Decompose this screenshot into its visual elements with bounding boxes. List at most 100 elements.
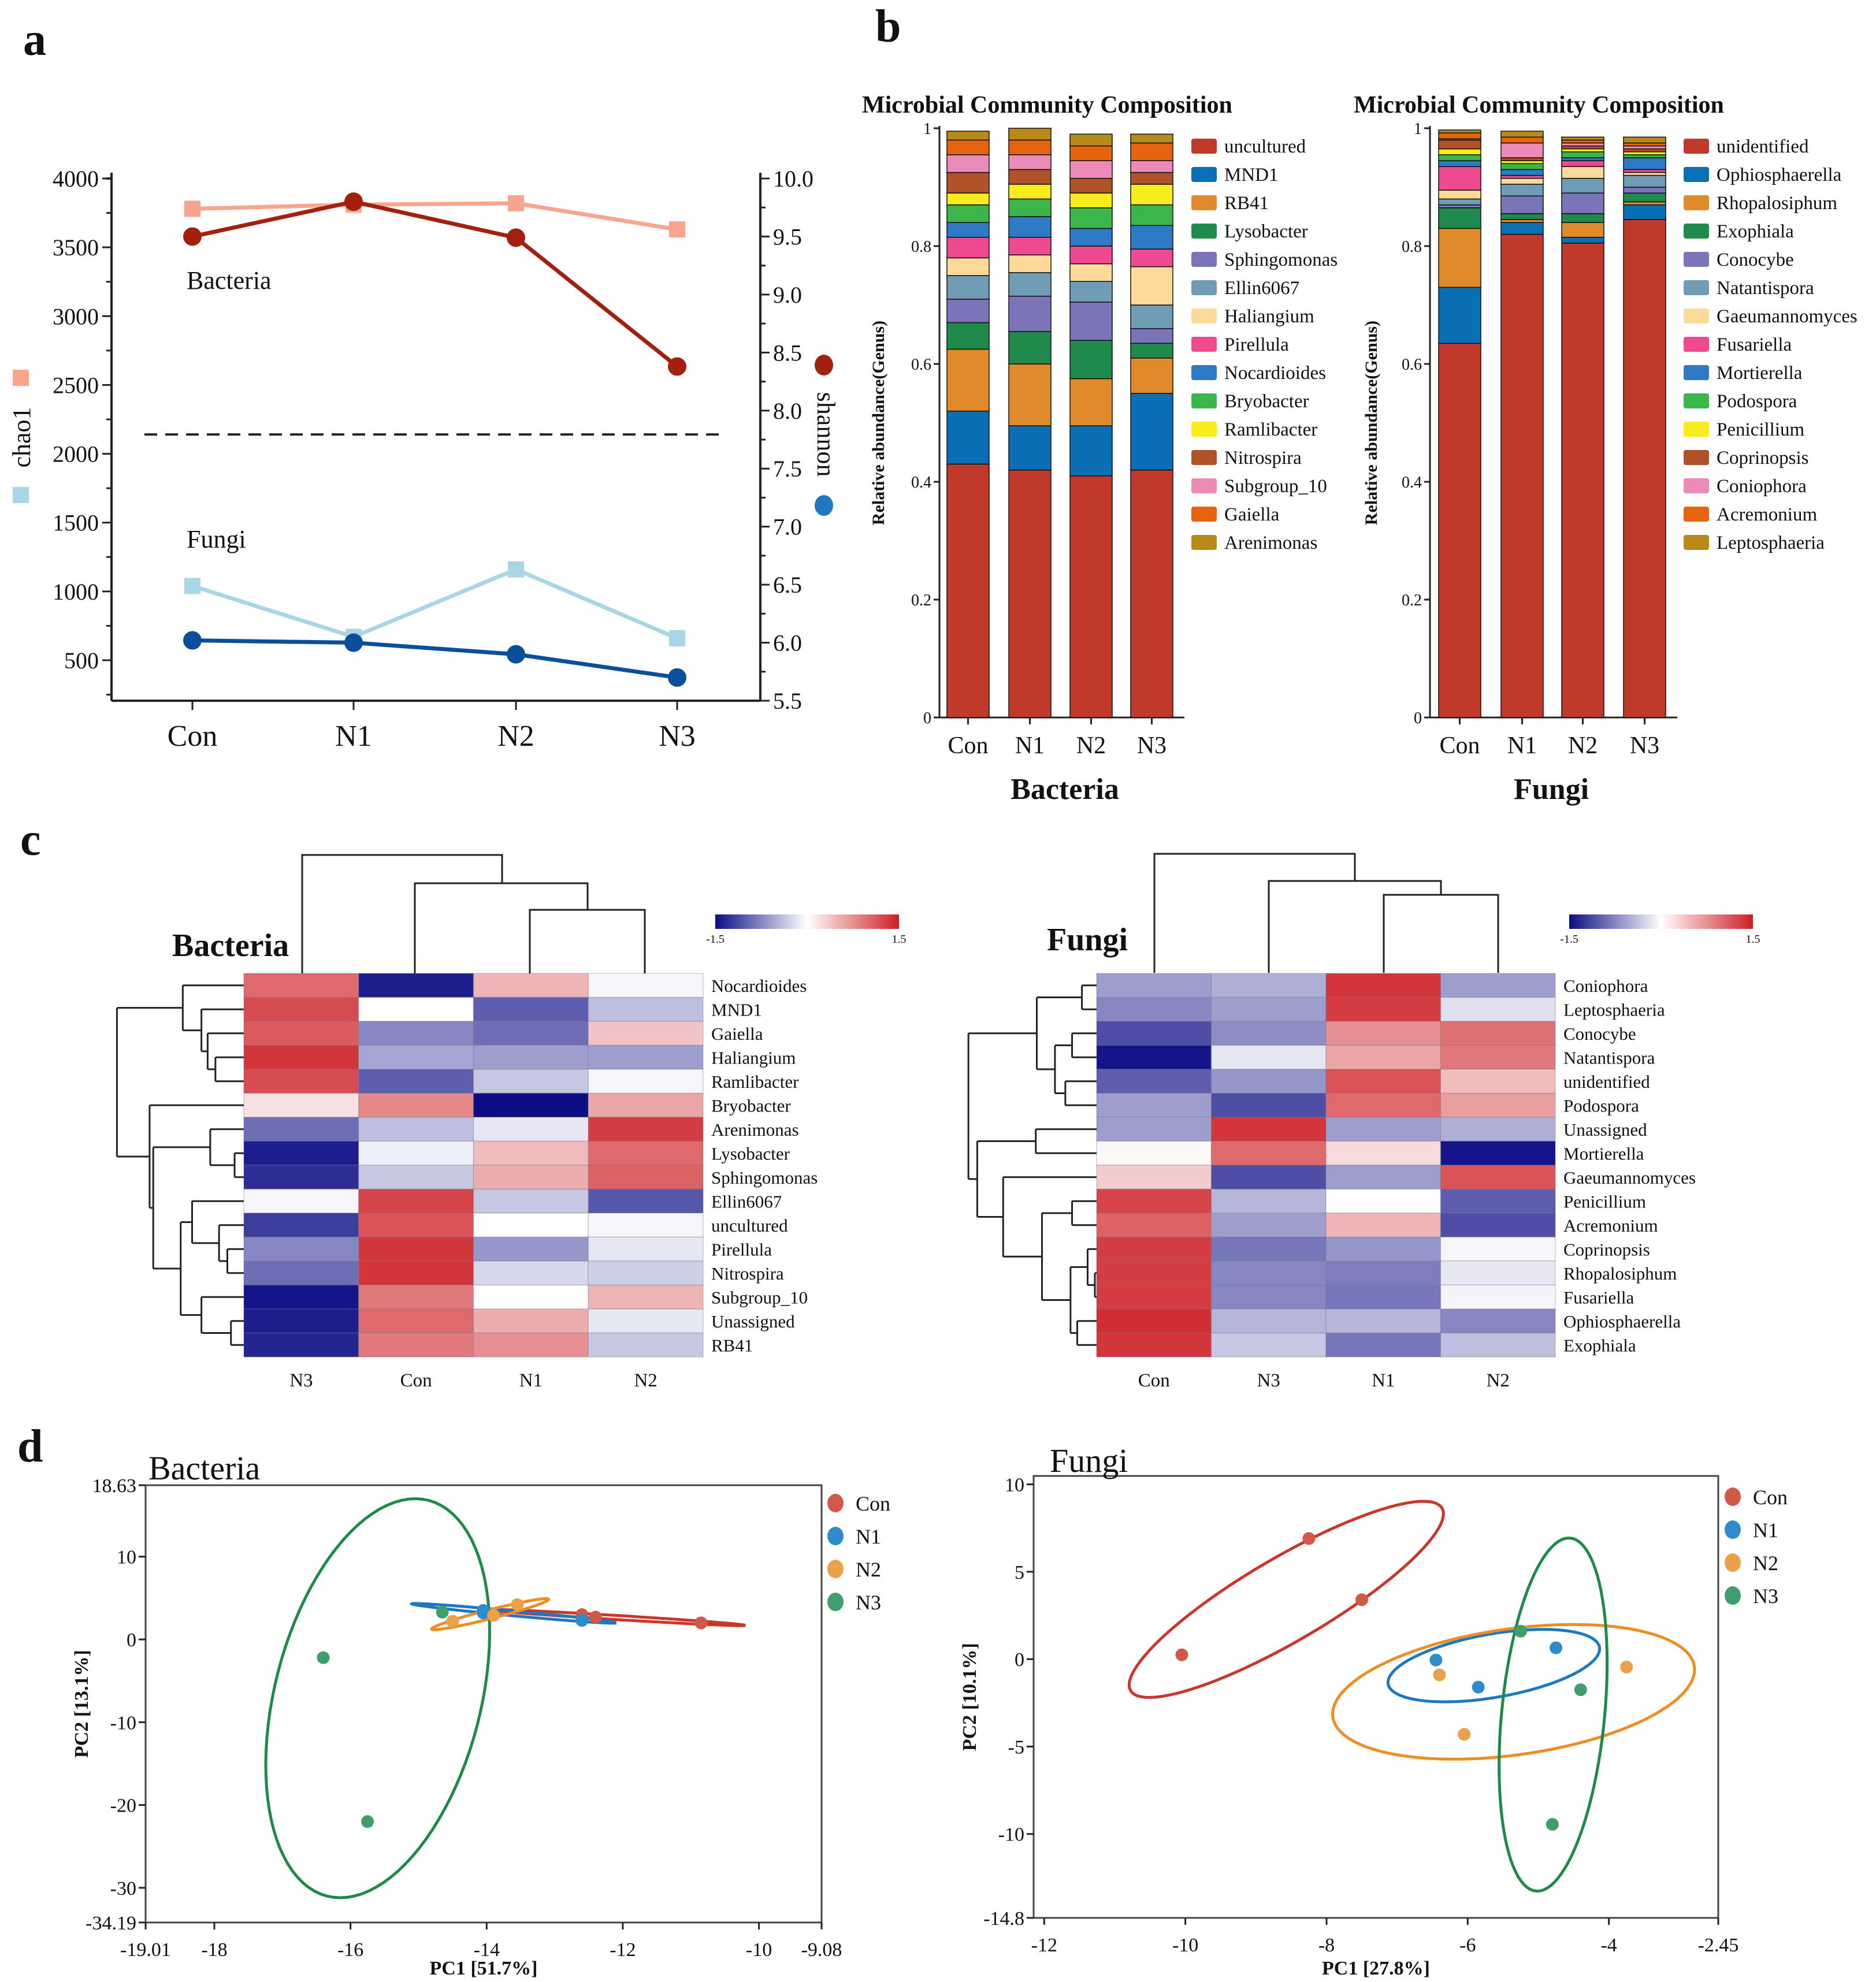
heatmap-cell xyxy=(473,1284,589,1310)
heatmap-cell xyxy=(1210,1260,1327,1286)
y-tick-label: -5 xyxy=(1008,1736,1024,1758)
y-tick-label: 0.6 xyxy=(911,356,931,374)
bar-segment-fusariella xyxy=(1500,174,1544,179)
right-tick-label: 8.0 xyxy=(773,398,802,424)
heatmap-cell xyxy=(1210,996,1327,1022)
bar-segment-mnd1 xyxy=(1069,425,1113,477)
sample-point-con xyxy=(1302,1532,1316,1545)
legend-label: N3 xyxy=(856,1591,881,1614)
heatmap-cell xyxy=(1096,1236,1212,1262)
bar-segment-acremonium xyxy=(1500,136,1544,144)
heatmap-cell xyxy=(1096,1213,1212,1238)
row-label: Unassigned xyxy=(1563,1120,1647,1140)
legend-swatch-icon xyxy=(1684,224,1709,239)
bar-segment-unidentified xyxy=(1623,219,1666,718)
heatmap-cell xyxy=(1440,1140,1556,1166)
legend-swatch-icon xyxy=(1684,195,1709,210)
y-tick-label: 0 xyxy=(1015,1649,1024,1671)
y-tick-label: 0.4 xyxy=(911,474,931,492)
chao1-square-marker xyxy=(508,561,524,578)
y-tick-label: 0 xyxy=(127,1630,136,1651)
heatmap-cell xyxy=(473,1236,589,1262)
legend-swatch-icon xyxy=(1684,393,1709,408)
y-tick-label: 0.4 xyxy=(1402,474,1422,492)
legend-swatch-icon xyxy=(1684,280,1709,295)
shannon-circle-marker xyxy=(507,645,525,664)
legend-label: Bryobacter xyxy=(1224,391,1309,412)
heatmap-cell xyxy=(1210,1069,1327,1094)
heatmap-cell xyxy=(243,1165,359,1190)
bar-segment-penicillium xyxy=(1623,151,1666,155)
bar-segment-coprinopsis xyxy=(1438,139,1481,150)
row-dendrogram xyxy=(116,984,244,1346)
legend-label: Acremonium xyxy=(1717,504,1817,525)
bar-segment-conocybe xyxy=(1438,204,1481,209)
heatmap-cell xyxy=(243,1069,359,1094)
row-label: Subgroup_10 xyxy=(711,1287,808,1307)
bar-segment-penicillium xyxy=(1500,160,1544,164)
heatmap-cell xyxy=(588,1165,704,1190)
heatmap-cell xyxy=(1440,973,1556,998)
right-tick-label: 10.0 xyxy=(773,166,813,192)
left-tick-label: 3000 xyxy=(53,303,99,329)
heatmap-cell xyxy=(1440,996,1556,1022)
bar-segment-nocardioides xyxy=(1069,228,1113,247)
heatmap-cell xyxy=(1096,973,1212,998)
bar-segment-nocardioides xyxy=(1008,216,1052,238)
bar-segment-rhopalosiphum xyxy=(1561,222,1604,238)
shannon-circle-marker xyxy=(344,192,363,211)
legend-label: Pirellula xyxy=(1224,334,1289,355)
bar-segment-exophiala xyxy=(1438,207,1481,229)
shannon-circle-marker xyxy=(183,631,202,650)
bar-segment-uncultured xyxy=(1069,475,1113,718)
legend-label: Fusariella xyxy=(1717,334,1792,355)
row-label: Penicillium xyxy=(1563,1191,1646,1211)
x-tick-label: N3 xyxy=(659,720,696,753)
bar-segment-rb41 xyxy=(1069,378,1113,426)
sample-point-con xyxy=(694,1616,708,1630)
bar-segment-arenimonas xyxy=(1069,133,1113,147)
heatmap-cell xyxy=(1325,1188,1442,1214)
legend-swatch-icon xyxy=(1191,252,1217,267)
heatmap-cell xyxy=(1440,1092,1556,1118)
bar-segment-mortierella xyxy=(1500,169,1544,176)
shannon-axis-label: shannon xyxy=(812,392,840,477)
heatmap-cell xyxy=(243,1236,359,1262)
heatmap-cell xyxy=(1210,1188,1327,1214)
bar-segment-lysobacter xyxy=(1008,331,1052,365)
legend-swatch-icon xyxy=(1684,337,1709,352)
sample-point-n1 xyxy=(1550,1641,1563,1654)
legend-dot-icon xyxy=(827,1494,844,1512)
x-tick-label: -10 xyxy=(746,1939,772,1961)
heatmap-cell xyxy=(243,1021,359,1046)
heatmap-cell xyxy=(1325,996,1442,1022)
y-tick-label: 0.8 xyxy=(1402,238,1422,256)
heatmap-cell xyxy=(1440,1165,1556,1190)
bar-segment-arenimonas xyxy=(1130,133,1173,144)
bar-segment-subgroup_10 xyxy=(1069,160,1113,179)
heatmap-cell xyxy=(473,1021,589,1046)
row-label: Podospora xyxy=(1563,1095,1639,1115)
row-label: Exophiala xyxy=(1563,1335,1636,1355)
heatmap-cell xyxy=(473,1117,589,1142)
legend-label: Natantispora xyxy=(1717,278,1814,299)
colorbar xyxy=(1569,914,1753,929)
row-label: Haliangium xyxy=(711,1047,796,1068)
legend-swatch-icon xyxy=(1684,450,1709,465)
shannon-circle-marker xyxy=(183,227,202,246)
legend-label: Ramlibacter xyxy=(1224,419,1317,440)
chao1-axis-label: chao1 xyxy=(8,407,36,467)
legend-dot-icon xyxy=(827,1527,844,1545)
confidence-ellipse-con xyxy=(1127,1500,1445,1699)
heatmap-cell xyxy=(1096,1188,1212,1214)
bar-segment-nitrospira xyxy=(1069,177,1113,194)
bar-segment-exophiala xyxy=(1623,192,1666,203)
bar-segment-bryobacter xyxy=(1069,207,1113,229)
sample-point-n2 xyxy=(1620,1660,1633,1674)
legend-label: Ophiosphaerella xyxy=(1717,165,1842,185)
bar-segment-gaiella xyxy=(1069,145,1113,161)
confidence-ellipse-n3 xyxy=(264,1497,492,1899)
bar-segment-uncultured xyxy=(1008,469,1052,718)
right-tick-label: 7.5 xyxy=(773,456,802,482)
bar-segment-natantispora xyxy=(1438,198,1481,206)
